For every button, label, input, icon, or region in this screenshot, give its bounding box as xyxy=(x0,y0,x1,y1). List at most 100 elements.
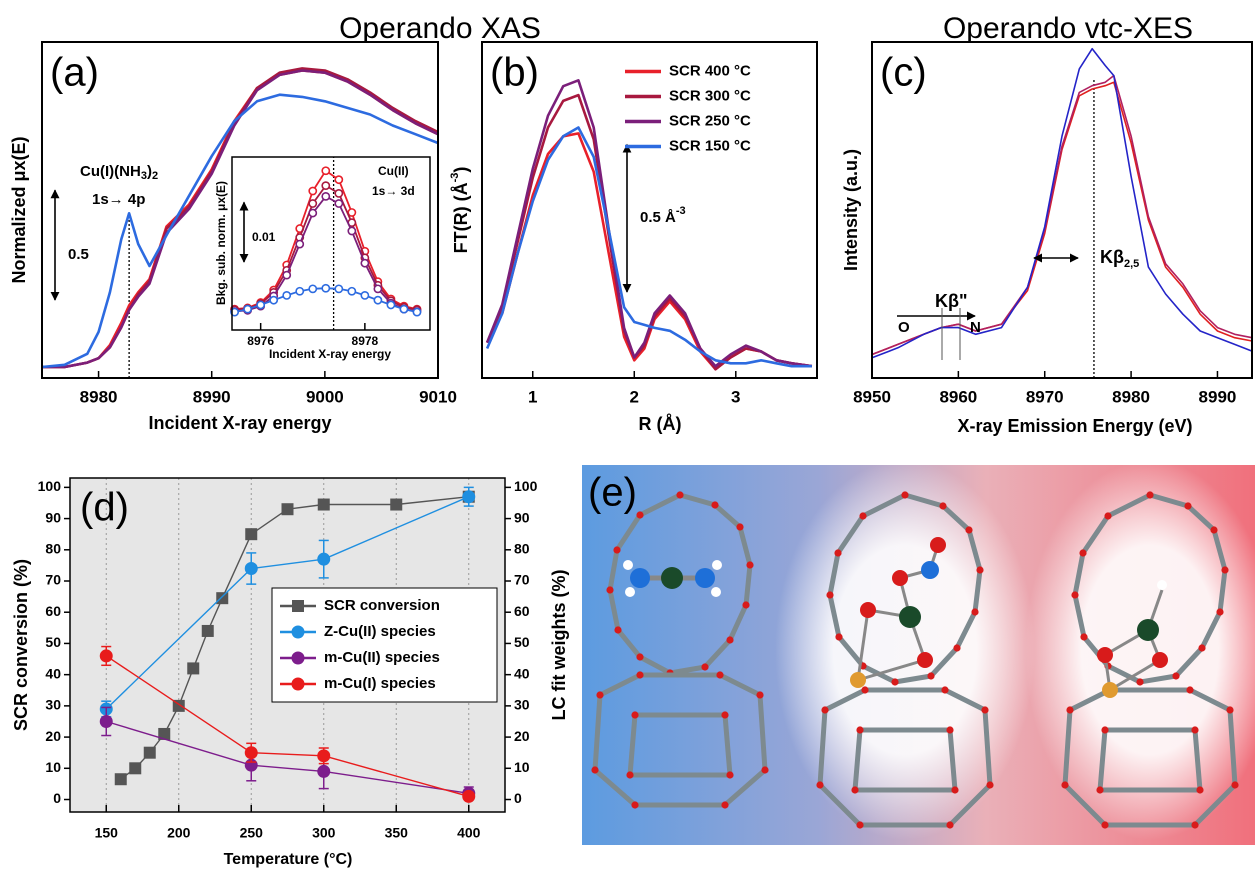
annotation: O xyxy=(898,319,910,336)
atom xyxy=(625,587,635,597)
marker xyxy=(334,175,344,185)
x-tick-label: 200 xyxy=(167,825,191,841)
marker xyxy=(334,188,344,198)
annotation: N xyxy=(970,319,981,336)
atom xyxy=(1157,580,1167,590)
marker xyxy=(295,239,305,249)
marker xyxy=(245,528,258,541)
x-tick-label: 150 xyxy=(95,825,119,841)
legend-label: Z-Cu(II) species xyxy=(324,623,436,640)
marker xyxy=(99,649,113,663)
series-line xyxy=(106,720,469,794)
y-axis-label: Intensity (a.u.) xyxy=(841,149,861,271)
text: 2 xyxy=(152,170,158,182)
marker xyxy=(230,307,240,317)
x-axis-label: Temperature (°C) xyxy=(224,851,353,868)
annotation: Cu(I)(NH3)2 xyxy=(80,163,158,182)
marker xyxy=(462,490,476,504)
x-tick-label: 8950 xyxy=(853,387,891,406)
y2-tick-label: 60 xyxy=(514,603,530,619)
marker xyxy=(390,498,403,511)
atom xyxy=(711,587,721,597)
atom xyxy=(930,537,946,553)
marker xyxy=(243,304,253,314)
y-tick-label: 30 xyxy=(45,697,61,713)
legend-label: m-Cu(I) species xyxy=(324,675,436,692)
atom xyxy=(850,672,866,688)
scale-label: 0.5 xyxy=(68,246,89,263)
panel-label: (b) xyxy=(490,51,539,95)
molecule xyxy=(1097,580,1168,698)
atom xyxy=(1137,619,1159,641)
scale-label: 0.01 xyxy=(252,230,276,244)
panel-d-texts: (d) Temperature (°C) SCR conversion (%) … xyxy=(11,486,569,869)
marker xyxy=(308,186,318,196)
x-tick-label: 8978 xyxy=(352,334,379,348)
marker xyxy=(399,304,409,314)
marker xyxy=(317,749,331,763)
x-tick-label: 8960 xyxy=(939,387,977,406)
annotation: Cu(II) xyxy=(378,164,409,178)
y2-tick-label: 10 xyxy=(514,759,530,775)
ring xyxy=(855,730,955,790)
x-tick-label: 8970 xyxy=(1026,387,1064,406)
panel-a-texts: (a) Incident X-ray energy Normalized μx(… xyxy=(9,51,332,433)
ring xyxy=(1065,690,1235,825)
text: -3 xyxy=(676,205,686,217)
y-axis-label: FT(R) (Å-3) xyxy=(449,167,471,254)
marker xyxy=(143,746,156,759)
zeolite-cage xyxy=(820,495,990,825)
text: Cu(I)(NH xyxy=(80,163,141,180)
legend-label: SCR 400 °C xyxy=(669,62,751,79)
marker xyxy=(291,651,305,665)
marker xyxy=(321,191,331,201)
structure-panel: (e) xyxy=(582,460,1255,845)
x-axis-label: Incident X-ray energy xyxy=(269,347,391,361)
series-line xyxy=(485,79,813,368)
y-tick-label: 80 xyxy=(45,540,61,556)
x-tick-label: 2 xyxy=(630,387,639,406)
marker xyxy=(412,307,422,317)
marker xyxy=(295,286,305,296)
marker xyxy=(129,762,142,775)
y-tick-label: 10 xyxy=(45,759,61,775)
annotation: 1s→ 3d xyxy=(372,184,415,198)
marker xyxy=(334,284,344,294)
ring xyxy=(820,690,990,825)
x-tick-label: 8980 xyxy=(1112,387,1150,406)
y2-tick-label: 90 xyxy=(514,509,530,525)
text: ) xyxy=(147,163,152,180)
annotation: 1s→ 4p xyxy=(92,191,145,208)
marker xyxy=(158,727,171,740)
marker xyxy=(321,166,331,176)
series-line xyxy=(871,47,1253,359)
marker xyxy=(373,295,383,305)
marker xyxy=(360,258,370,268)
x-axis-label: R (Å) xyxy=(639,414,682,434)
marker xyxy=(347,226,357,236)
marker xyxy=(317,498,330,511)
text: Å xyxy=(665,209,676,226)
atom xyxy=(1102,682,1118,698)
marker xyxy=(99,714,113,728)
x-tick-label: 250 xyxy=(240,825,264,841)
marker xyxy=(256,300,266,310)
marker xyxy=(269,295,279,305)
marker xyxy=(216,592,229,605)
legend-label: SCR 250 °C xyxy=(669,112,751,129)
y-tick-label: 20 xyxy=(45,728,61,744)
atom xyxy=(695,568,715,588)
plot-frame xyxy=(231,156,431,331)
ring xyxy=(1075,495,1225,682)
legend-label: SCR 150 °C xyxy=(669,137,751,154)
panel-label: (e) xyxy=(588,471,637,515)
marker xyxy=(244,746,258,760)
series-line xyxy=(485,93,813,371)
legend-label: SCR conversion xyxy=(324,597,440,614)
text: -3 xyxy=(449,173,461,183)
ring xyxy=(595,675,765,805)
atom xyxy=(1097,647,1113,663)
atom xyxy=(892,570,908,586)
y2-tick-label: 40 xyxy=(514,665,530,681)
